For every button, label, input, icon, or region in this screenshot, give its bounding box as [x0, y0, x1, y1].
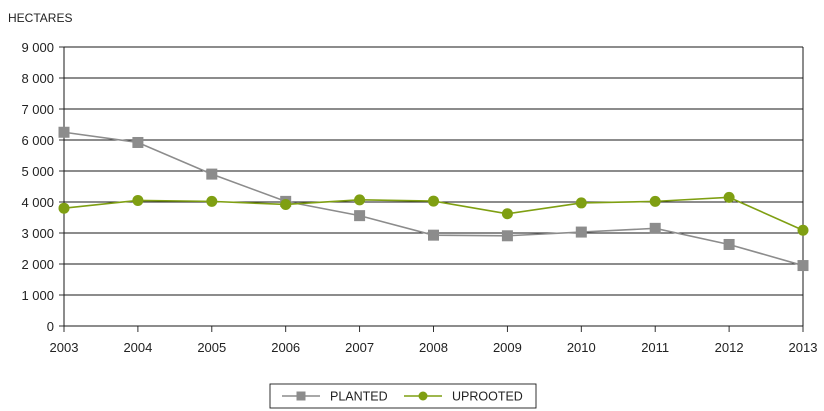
x-tick-label: 2013: [789, 340, 818, 355]
legend: PLANTED UPROOTED: [269, 383, 537, 409]
data-point-planted: [797, 260, 809, 272]
y-tick-label: 7 000: [21, 102, 54, 117]
x-tick-label: 2005: [197, 340, 226, 355]
data-point-uprooted: [354, 194, 366, 206]
data-point-planted: [354, 210, 366, 222]
legend-marker-uprooted: [418, 391, 428, 401]
y-tick-label: 9 000: [21, 40, 54, 55]
y-tick-label: 1 000: [21, 288, 54, 303]
y-tick-label: 3 000: [21, 226, 54, 241]
x-tick-label: 2012: [715, 340, 744, 355]
data-point-planted: [723, 238, 735, 250]
data-point-planted: [575, 226, 587, 238]
data-point-uprooted: [206, 195, 218, 207]
data-point-uprooted: [132, 194, 144, 206]
data-point-uprooted: [58, 202, 70, 214]
data-point-planted: [58, 126, 70, 138]
data-point-planted: [649, 222, 661, 234]
series-uprooted: [58, 191, 809, 236]
y-tick-label: 6 000: [21, 133, 54, 148]
legend-label-planted: PLANTED: [330, 390, 388, 404]
y-tick-label: 0: [47, 319, 54, 334]
y-tick-label: 8 000: [21, 71, 54, 86]
data-point-planted: [428, 229, 439, 241]
data-point-uprooted: [280, 198, 292, 210]
data-point-uprooted: [649, 195, 661, 207]
x-tick-label: 2007: [345, 340, 374, 355]
data-point-planted: [132, 136, 144, 148]
data-point-uprooted: [575, 197, 587, 209]
y-unit-label: HECTARES: [8, 11, 72, 25]
y-tick-label: 4 000: [21, 195, 54, 210]
data-point-uprooted: [501, 208, 513, 220]
legend-item-planted: PLANTED: [282, 390, 388, 404]
grid-lines: [59, 46, 804, 327]
data-point-uprooted: [723, 191, 735, 203]
series-planted: [58, 126, 809, 272]
legend-item-uprooted: UPROOTED: [404, 390, 523, 404]
x-tick-label: 2006: [271, 340, 300, 355]
legend-label-uprooted: UPROOTED: [452, 390, 523, 404]
data-point-uprooted: [797, 224, 809, 236]
legend-marker-planted: [296, 391, 306, 401]
series-lines: [58, 126, 809, 272]
x-tick-label: 2010: [567, 340, 596, 355]
x-tick-label: 2009: [493, 340, 522, 355]
data-point-planted: [206, 168, 218, 180]
x-tick-label: 2003: [50, 340, 79, 355]
x-tick-label: 2004: [123, 340, 152, 355]
data-point-uprooted: [428, 195, 439, 207]
y-axis-ticks: 0 1 000 2 000 3 000 4 000 5 000 6 000 7 000 8 00…: [21, 40, 54, 334]
x-axis-ticks: 2003 2004 2005 2006 2007 2008 2009 2010 2011 2012…: [50, 326, 818, 355]
y-tick-label: 5 000: [21, 164, 54, 179]
y-tick-label: 2 000: [21, 257, 54, 272]
data-point-planted: [501, 230, 513, 242]
x-tick-label: 2011: [641, 340, 669, 355]
x-tick-label: 2008: [419, 340, 448, 355]
